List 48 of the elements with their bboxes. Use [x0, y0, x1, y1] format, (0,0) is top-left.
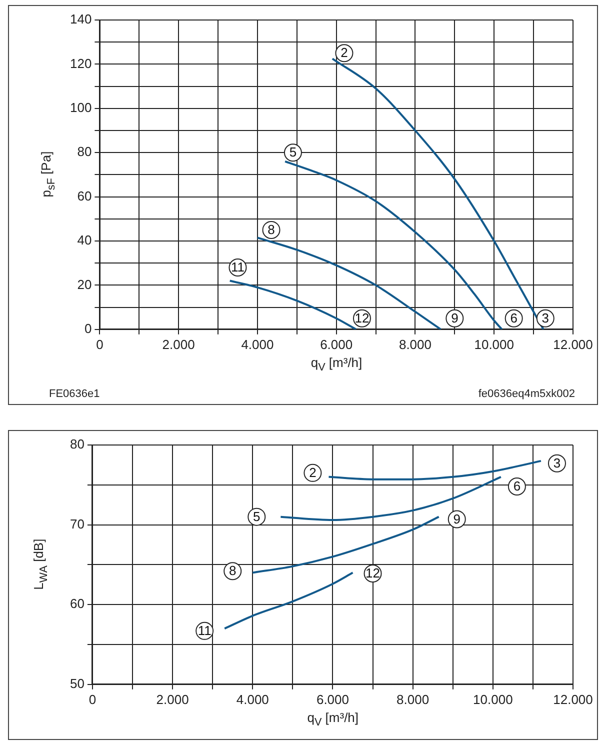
y-tick-label: 80 [70, 436, 84, 452]
y-tick-label: 0 [84, 320, 92, 336]
line-series [328, 460, 542, 480]
annotation: 2 [340, 45, 348, 60]
x-tick-label: 10.000 [473, 692, 513, 707]
annotation: 12 [366, 566, 380, 581]
annotation: 3 [553, 455, 561, 470]
x-tick-label: 12.000 [553, 336, 593, 352]
x-tick-label: 4.000 [236, 692, 269, 707]
y-tick-label: 50 [70, 676, 84, 691]
y-tick-label: 120 [70, 56, 92, 71]
x-axis-title: q$_{V}$ [m³/h] [307, 710, 359, 729]
x-tick-label: 8.000 [398, 336, 432, 352]
annotation: 9 [451, 310, 458, 326]
y-tick-label: 60 [70, 596, 84, 612]
y-tick-label: 60 [77, 188, 92, 204]
x-tick-label: 8.000 [396, 692, 430, 707]
x-axis-title: q$_{V}$ [m³/h] [310, 355, 362, 374]
x-tick-label: 4.000 [241, 336, 274, 352]
line-series [256, 236, 442, 330]
annotation: 6 [513, 478, 521, 494]
text: FE0636e1 [49, 388, 100, 400]
x-tick-label: 6.000 [320, 336, 353, 352]
y-tick-label: 80 [77, 144, 92, 160]
x-tick-label: 2.000 [156, 692, 189, 707]
annotation: 12 [354, 310, 370, 326]
x-tick-label: 10.000 [474, 336, 514, 352]
annotation: 8 [229, 563, 236, 578]
line-series [228, 280, 358, 330]
annotation: 11 [230, 260, 244, 275]
annotation: 11 [198, 623, 212, 638]
x-tick-label: 6.000 [316, 692, 350, 707]
annotation: 5 [289, 144, 297, 160]
annotation: 2 [309, 465, 316, 480]
annotation: 5 [253, 508, 260, 524]
y-tick-label: 100 [70, 100, 92, 115]
y-tick-label: 20 [77, 276, 92, 292]
y-tick-label: 70 [70, 516, 84, 532]
y-tick-label: 140 [70, 12, 92, 27]
annotation: 8 [268, 222, 275, 238]
annotation: 6 [510, 310, 518, 326]
text: fe0636eq4m5xk002 [478, 388, 575, 400]
y-tick-label: 40 [77, 232, 92, 248]
x-tick-label: 2.000 [162, 336, 195, 352]
annotation: 9 [453, 511, 460, 526]
x-tick-label: 0 [96, 336, 104, 352]
annotation: 3 [542, 310, 550, 326]
x-tick-label: 12.000 [553, 692, 593, 707]
